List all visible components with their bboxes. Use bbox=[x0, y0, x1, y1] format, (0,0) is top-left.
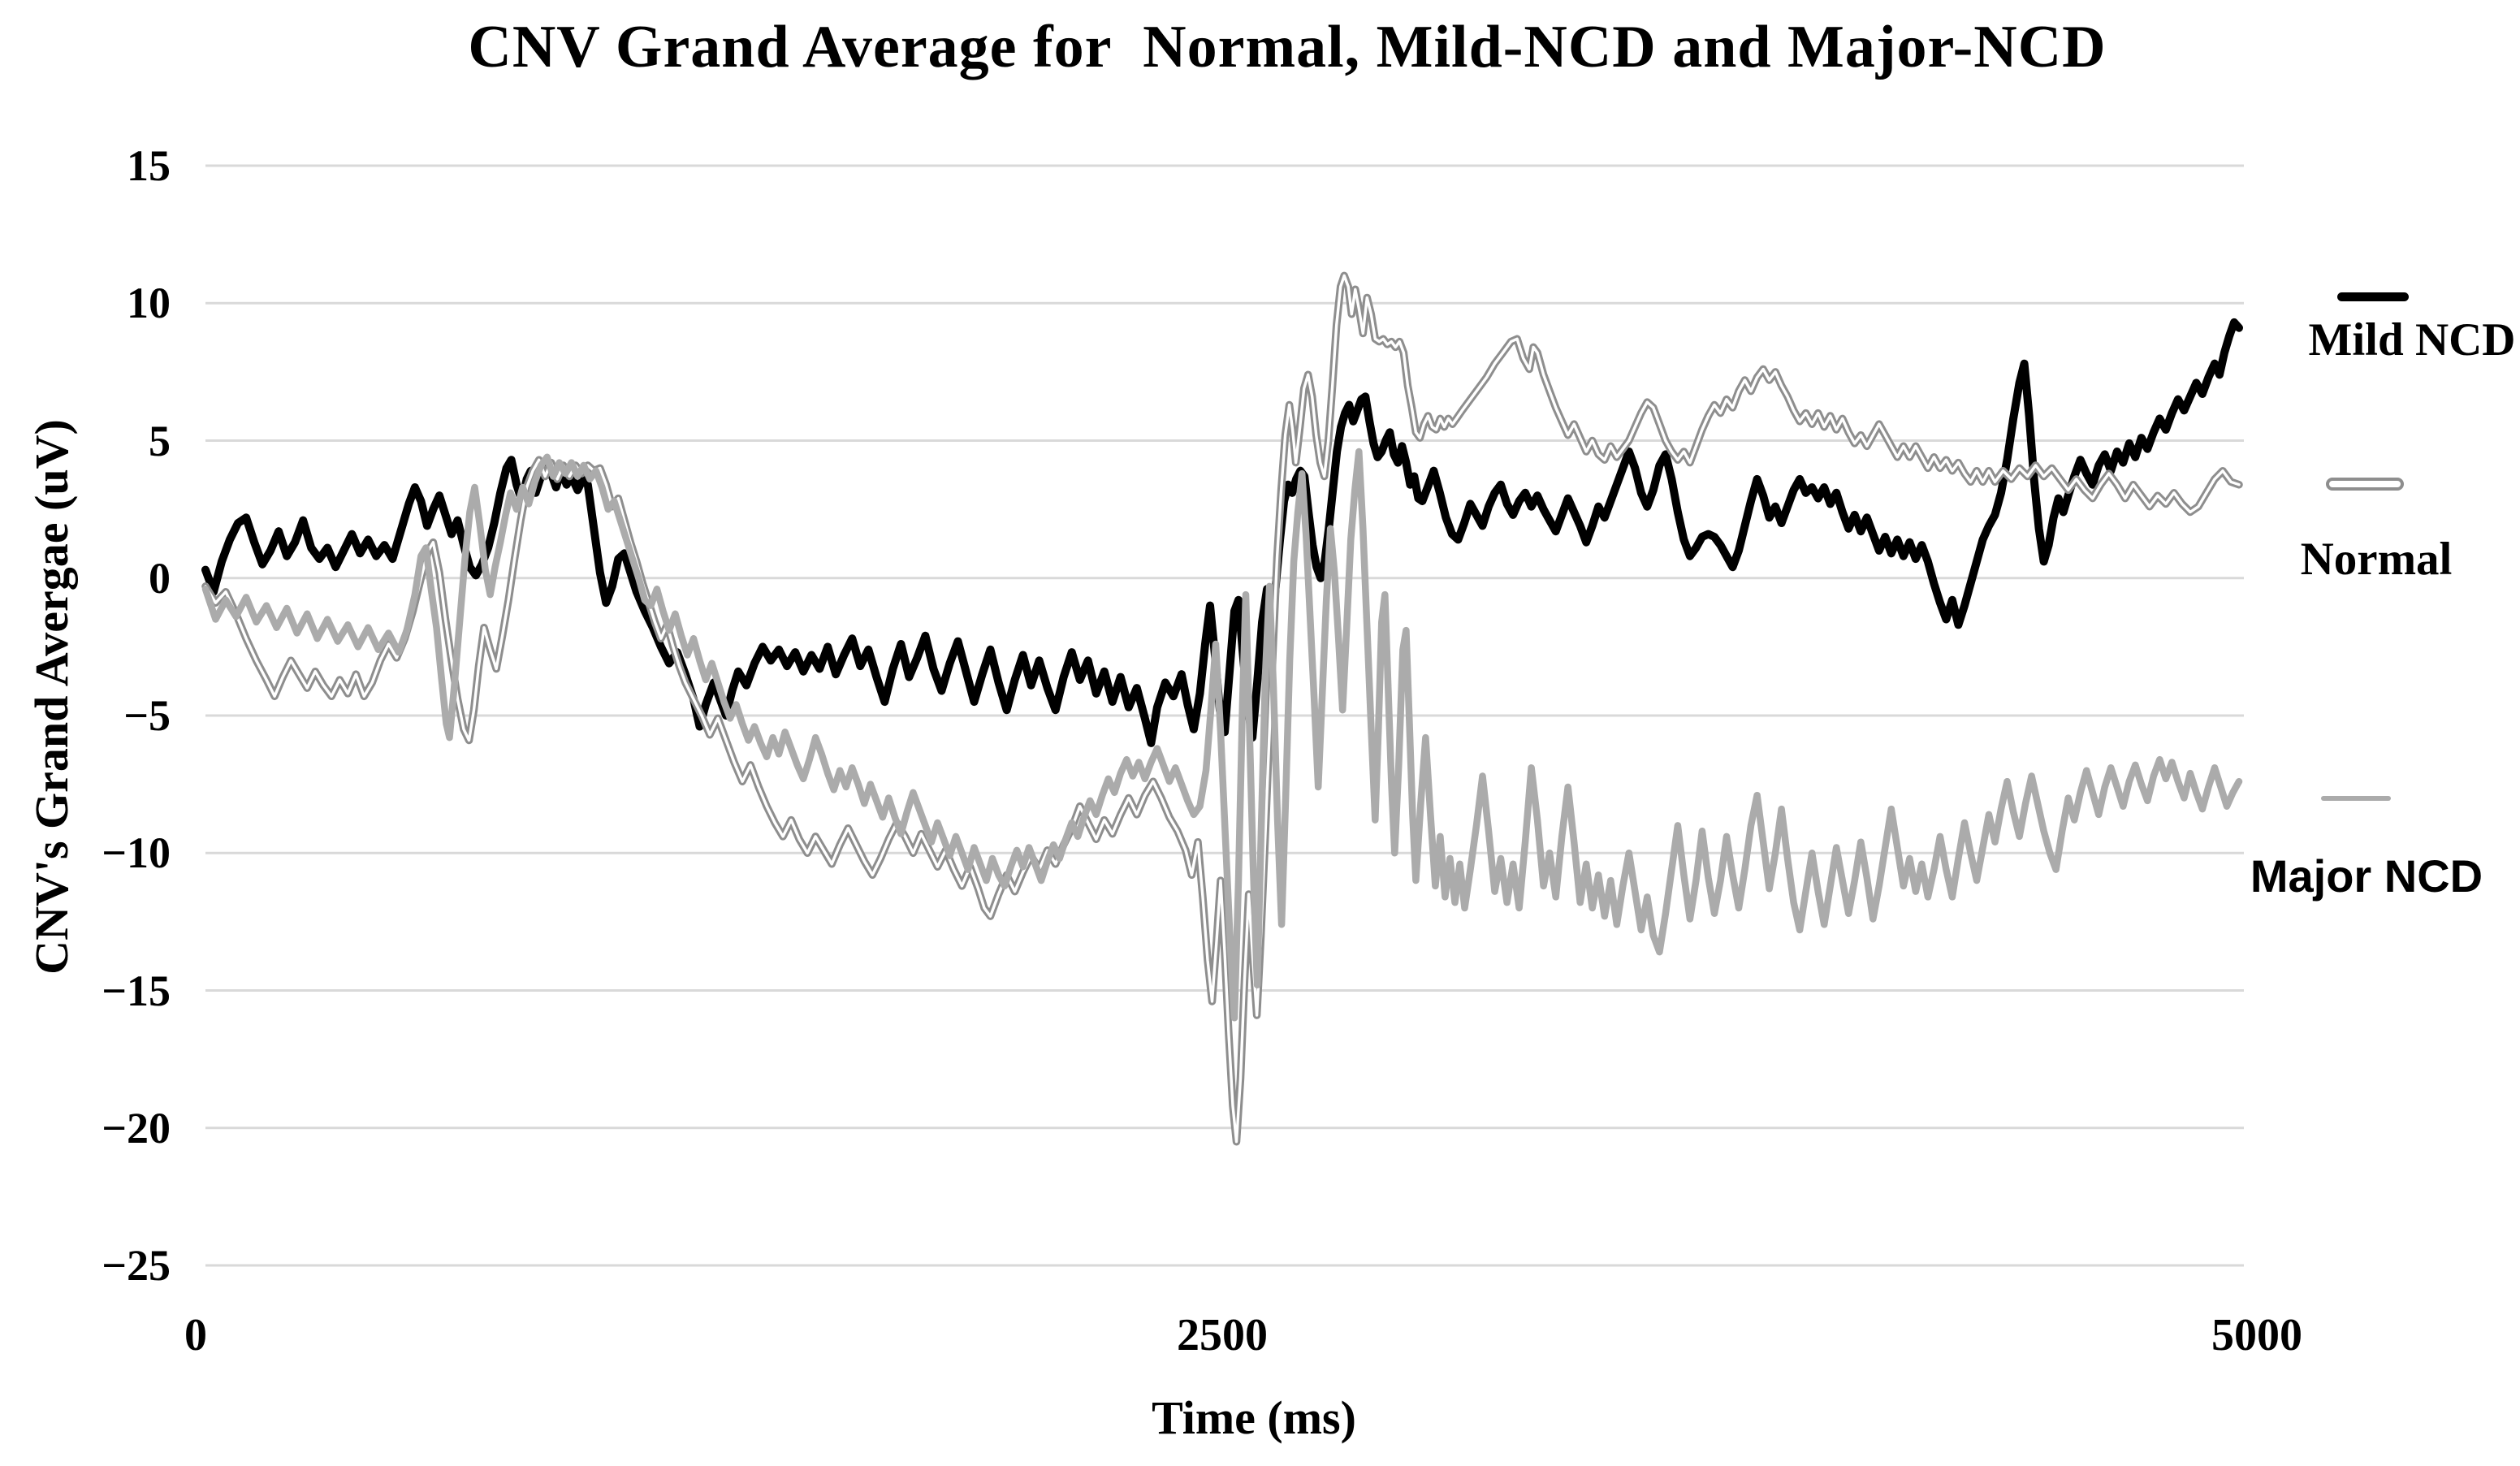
y-tick-label: 0 bbox=[149, 553, 171, 603]
series-mild-ncd-line bbox=[201, 318, 2243, 747]
y-tick-label: −5 bbox=[123, 691, 171, 740]
legend-label-major-ncd: Major NCD bbox=[2250, 850, 2483, 902]
major-ncd-line-swatch-icon bbox=[2321, 796, 2391, 801]
y-tick-label: −25 bbox=[102, 1241, 171, 1290]
x-tick-label: 5000 bbox=[2211, 1310, 2302, 1360]
mild-ncd-line-swatch-icon bbox=[2337, 292, 2409, 301]
y-tick-label: 5 bbox=[149, 416, 171, 465]
normal-line-swatch-icon bbox=[2326, 478, 2404, 491]
x-tick-label: 0 bbox=[184, 1310, 207, 1360]
chart-title: CNV Grand Average for Normal, Mild-NCD a… bbox=[468, 14, 2107, 80]
series-major-ncd-line bbox=[201, 448, 2243, 1022]
y-tick-label: −20 bbox=[102, 1103, 171, 1152]
x-axis-title: Time (ms) bbox=[1152, 1391, 1356, 1444]
legend-label-mild-ncd: Mild NCD bbox=[2308, 314, 2516, 365]
y-tick-label: −15 bbox=[102, 966, 171, 1015]
y-tick-label: 15 bbox=[127, 141, 171, 190]
y-tick-label: 10 bbox=[127, 279, 171, 328]
legend-label-normal: Normal bbox=[2300, 534, 2453, 585]
x-tick-label: 2500 bbox=[1177, 1310, 1268, 1360]
y-tick-label: −10 bbox=[102, 828, 171, 878]
